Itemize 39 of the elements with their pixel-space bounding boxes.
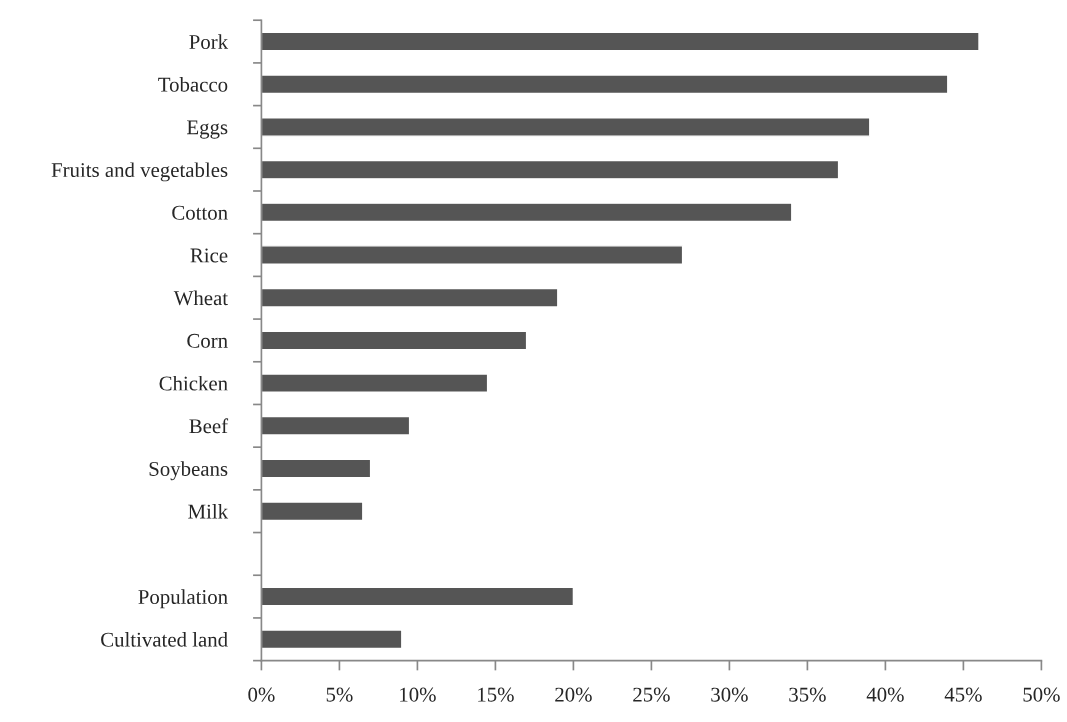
x-tick-label: 20% [555,687,592,702]
bar [261,629,403,650]
x-tick-label: 5% [326,687,353,702]
bar [261,245,684,265]
bar [261,287,559,308]
y-tick-label: Fruits and vegetables [51,162,228,182]
y-tick-label: Beef [189,418,229,434]
bar [261,458,372,479]
y-tick-label: Corn [187,333,228,348]
y-tick-label: Cotton [172,205,228,220]
y-tick-label: Wheat [173,290,228,306]
x-tick-label: 10% [400,687,436,702]
y-tick-label: Milk [188,503,229,519]
bar [261,74,949,95]
y-tick-label: Rice [190,248,228,263]
y-tick-label: Tobacco [158,77,228,92]
y-tick-label: Pork [189,34,229,49]
bar [261,31,980,52]
x-tick-label: 45% [944,687,982,702]
y-tick-label: Population [138,589,228,609]
y-tick-label: Chicken [159,375,228,391]
x-tick-label: 40% [866,687,904,702]
bar [261,586,575,607]
x-tick-label: 15% [478,687,514,702]
bar [261,159,840,180]
bar [261,330,528,351]
x-tick-label: 25% [633,687,670,702]
x-tick-label: 35% [789,687,826,702]
x-tick-label: 0% [248,687,275,702]
bar [261,373,489,393]
bar [261,117,871,137]
y-tick-label: Soybeans [149,461,228,481]
bar [261,202,793,223]
y-tick-label: Cultivated land [101,632,228,647]
x-tick-label: 50% [1023,687,1060,702]
y-tick-label: Eggs [187,120,228,139]
x-tick-label: 30% [711,687,748,702]
bar [261,415,411,436]
bar [261,501,364,522]
